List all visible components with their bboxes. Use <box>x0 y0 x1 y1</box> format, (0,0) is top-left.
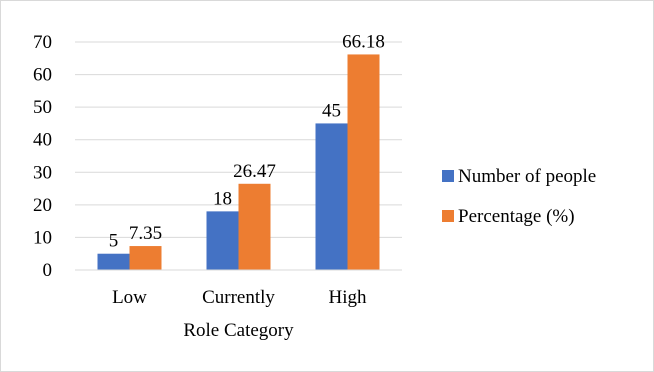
legend-swatch-percentage <box>442 210 454 222</box>
bar-people-high <box>315 123 348 270</box>
legend: Number of people Percentage (%) <box>442 166 596 227</box>
x-axis-tick-labels: Low Currently High <box>112 287 367 308</box>
data-label: 7.35 <box>129 223 162 244</box>
bar-percentage-high <box>347 54 380 270</box>
legend-swatch-people <box>442 170 454 182</box>
legend-label: Number of people <box>458 166 596 187</box>
bar-people-low <box>97 253 130 270</box>
data-label: 18 <box>213 188 232 209</box>
data-label: 45 <box>322 100 341 121</box>
data-label: 26.47 <box>233 161 276 182</box>
x-tick-label: High <box>329 287 368 308</box>
x-tick-label: Low <box>112 287 147 308</box>
y-tick-label: 50 <box>33 97 52 118</box>
y-tick-label: 40 <box>33 130 52 151</box>
bar-percentage-low <box>129 246 162 270</box>
y-tick-label: 20 <box>33 195 52 216</box>
y-tick-label: 10 <box>33 227 52 248</box>
y-tick-label: 0 <box>43 260 53 281</box>
y-axis-tick-labels: 0 10 20 30 40 50 60 70 <box>33 32 52 281</box>
legend-label: Percentage (%) <box>458 206 575 227</box>
bar-people-currently <box>206 211 239 270</box>
y-tick-label: 30 <box>33 162 52 183</box>
bars <box>97 54 380 270</box>
data-label: 5 <box>109 231 119 252</box>
x-axis-title: Role Category <box>183 320 294 341</box>
data-label: 66.18 <box>342 31 385 52</box>
y-tick-label: 70 <box>33 32 52 53</box>
bar-percentage-currently <box>238 183 271 270</box>
x-tick-label: Currently <box>202 287 275 308</box>
y-tick-label: 60 <box>33 65 52 86</box>
